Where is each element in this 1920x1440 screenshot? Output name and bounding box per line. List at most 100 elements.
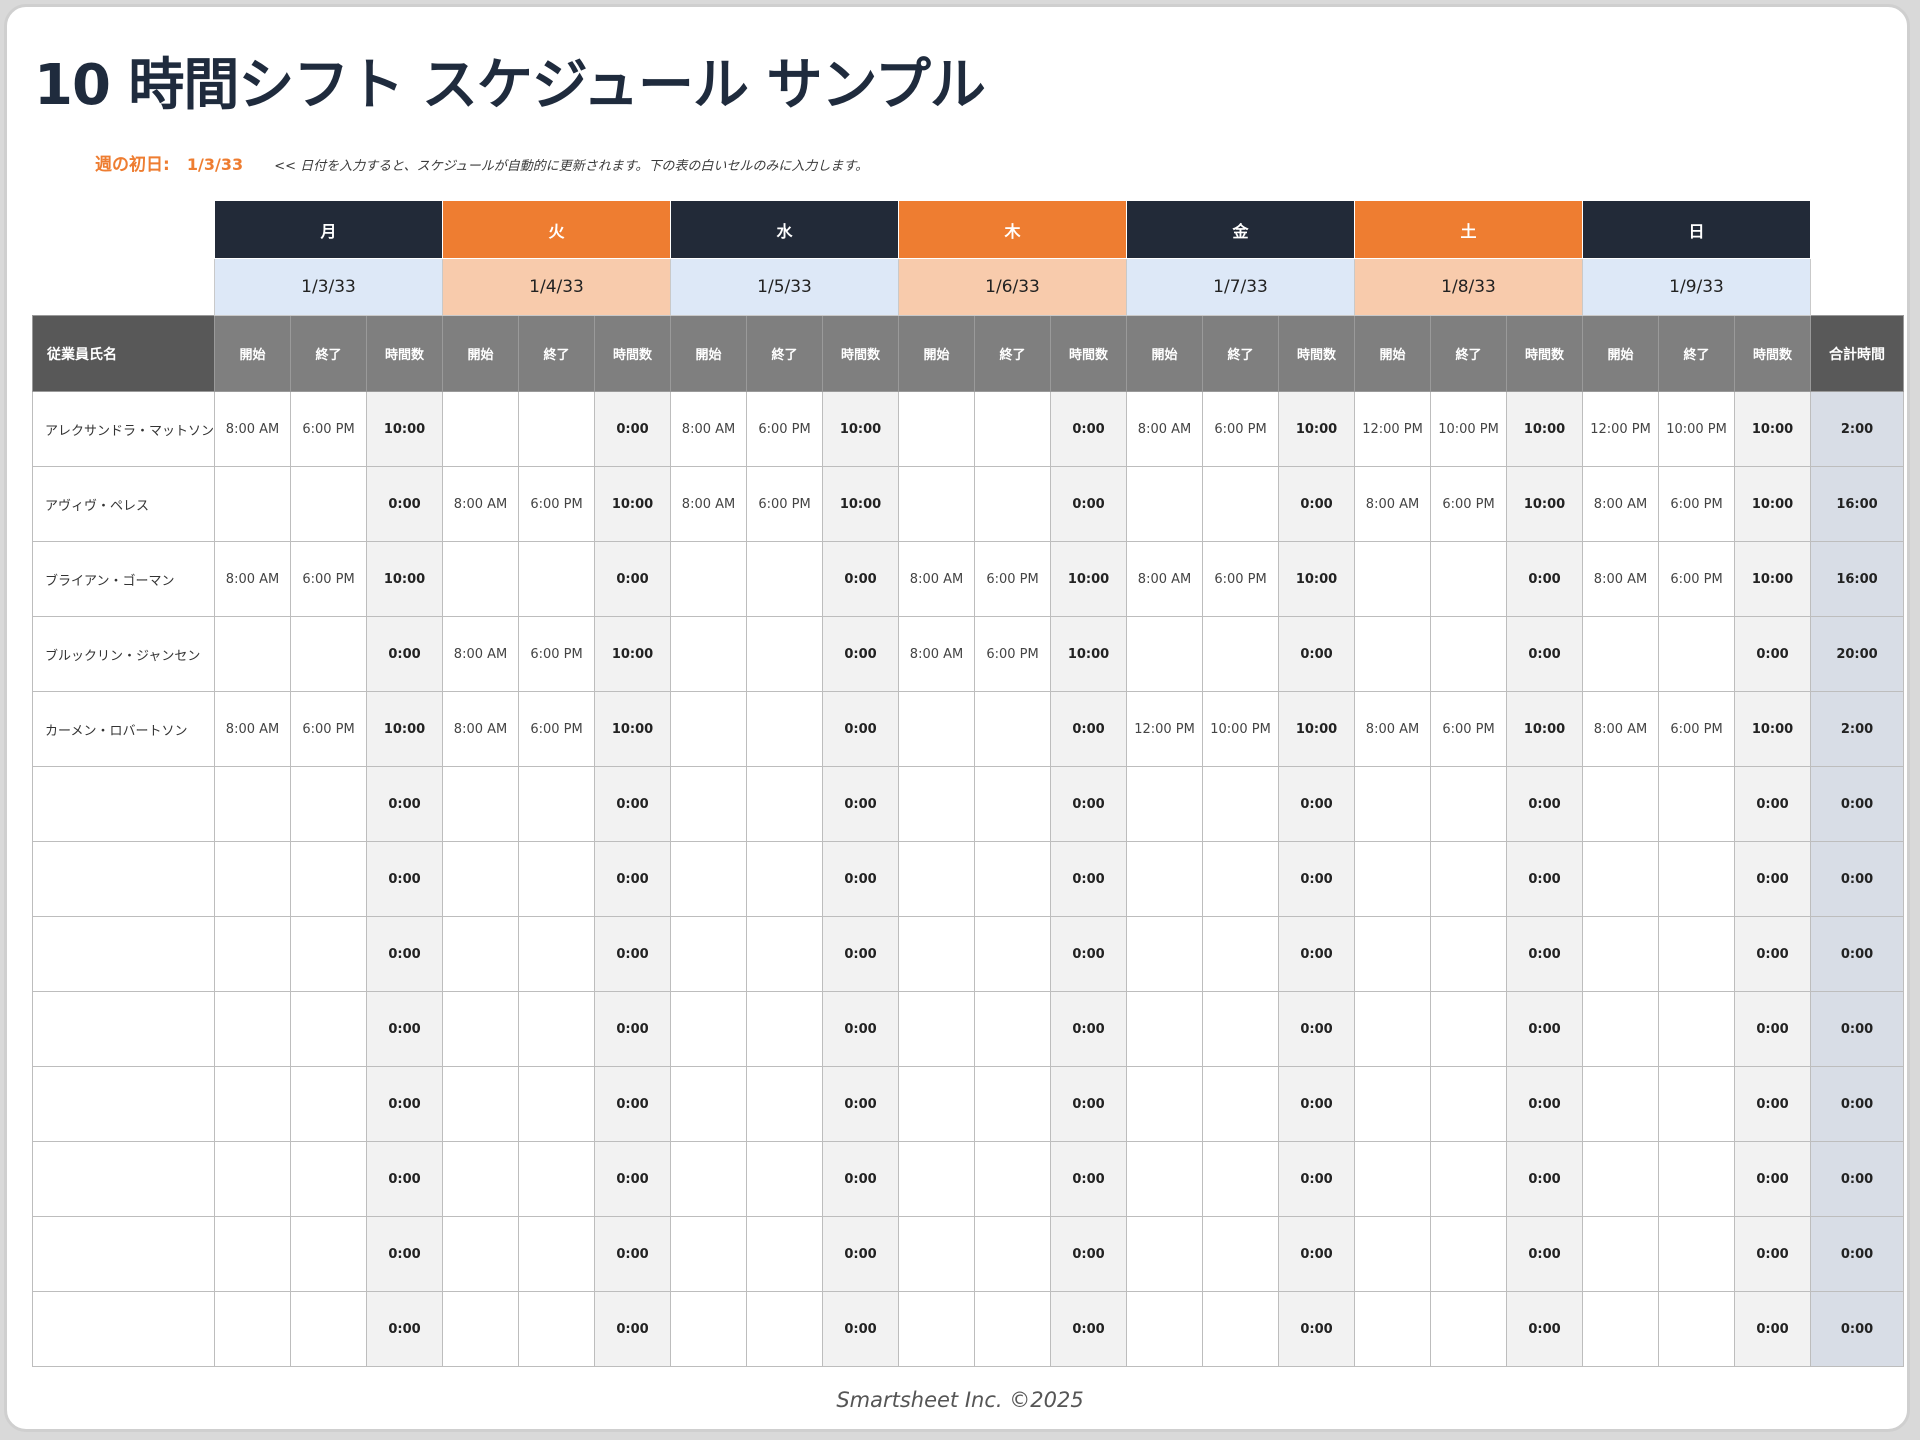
shift-start-cell[interactable]: 8:00 AM: [214, 541, 292, 617]
shift-start-cell[interactable]: [1126, 916, 1204, 992]
shift-end-cell[interactable]: [746, 541, 824, 617]
shift-end-cell[interactable]: [974, 1216, 1052, 1292]
shift-end-cell[interactable]: [290, 616, 368, 692]
shift-start-cell[interactable]: [1354, 1291, 1432, 1367]
shift-start-cell[interactable]: [898, 1141, 976, 1217]
shift-end-cell[interactable]: [1430, 766, 1508, 842]
employee-name-cell[interactable]: ブライアン・ゴーマン: [31, 541, 216, 617]
shift-start-cell[interactable]: [1126, 466, 1204, 542]
shift-start-cell[interactable]: [670, 916, 748, 992]
shift-end-cell[interactable]: [518, 766, 596, 842]
shift-start-cell[interactable]: [898, 391, 976, 467]
shift-start-cell[interactable]: [1126, 991, 1204, 1067]
employee-name-cell[interactable]: [31, 766, 216, 842]
shift-end-cell[interactable]: [974, 391, 1052, 467]
shift-start-cell[interactable]: 8:00 AM: [1126, 541, 1204, 617]
shift-start-cell[interactable]: [1126, 616, 1204, 692]
shift-end-cell[interactable]: [1430, 841, 1508, 917]
shift-end-cell[interactable]: [1658, 766, 1736, 842]
shift-start-cell[interactable]: [898, 991, 976, 1067]
shift-end-cell[interactable]: [974, 841, 1052, 917]
employee-name-cell[interactable]: [31, 916, 216, 992]
shift-start-cell[interactable]: [1354, 1066, 1432, 1142]
shift-end-cell[interactable]: [518, 391, 596, 467]
shift-end-cell[interactable]: [1202, 1291, 1280, 1367]
shift-start-cell[interactable]: [1354, 541, 1432, 617]
shift-start-cell[interactable]: 12:00 PM: [1354, 391, 1432, 467]
shift-end-cell[interactable]: [1658, 1216, 1736, 1292]
shift-start-cell[interactable]: [670, 1066, 748, 1142]
shift-start-cell[interactable]: [898, 841, 976, 917]
shift-end-cell[interactable]: [746, 1141, 824, 1217]
shift-start-cell[interactable]: [670, 1216, 748, 1292]
shift-end-cell[interactable]: [746, 766, 824, 842]
shift-start-cell[interactable]: [214, 466, 292, 542]
shift-end-cell[interactable]: [1430, 1141, 1508, 1217]
shift-end-cell[interactable]: [1658, 1291, 1736, 1367]
shift-end-cell[interactable]: [746, 916, 824, 992]
shift-end-cell[interactable]: [974, 1291, 1052, 1367]
shift-end-cell[interactable]: [1430, 616, 1508, 692]
shift-end-cell[interactable]: [518, 1141, 596, 1217]
shift-end-cell[interactable]: 6:00 PM: [1430, 466, 1508, 542]
employee-name-cell[interactable]: カーメン・ロバートソン: [31, 691, 216, 767]
employee-name-cell[interactable]: [31, 841, 216, 917]
shift-end-cell[interactable]: 6:00 PM: [518, 691, 596, 767]
shift-end-cell[interactable]: [974, 1066, 1052, 1142]
shift-end-cell[interactable]: 6:00 PM: [290, 391, 368, 467]
shift-start-cell[interactable]: [442, 1066, 520, 1142]
shift-start-cell[interactable]: [898, 466, 976, 542]
shift-start-cell[interactable]: [442, 766, 520, 842]
shift-end-cell[interactable]: [1430, 541, 1508, 617]
shift-start-cell[interactable]: [1354, 1216, 1432, 1292]
shift-end-cell[interactable]: [1202, 1066, 1280, 1142]
shift-start-cell[interactable]: [442, 916, 520, 992]
shift-end-cell[interactable]: [290, 916, 368, 992]
shift-end-cell[interactable]: 6:00 PM: [290, 541, 368, 617]
shift-end-cell[interactable]: 6:00 PM: [974, 541, 1052, 617]
shift-start-cell[interactable]: [442, 541, 520, 617]
shift-start-cell[interactable]: [1126, 841, 1204, 917]
employee-name-cell[interactable]: [31, 1066, 216, 1142]
employee-name-cell[interactable]: [31, 1216, 216, 1292]
shift-end-cell[interactable]: [746, 1066, 824, 1142]
shift-start-cell[interactable]: [1354, 916, 1432, 992]
shift-end-cell[interactable]: [290, 841, 368, 917]
shift-start-cell[interactable]: [1582, 766, 1660, 842]
shift-start-cell[interactable]: [1582, 1216, 1660, 1292]
shift-end-cell[interactable]: [290, 1141, 368, 1217]
shift-start-cell[interactable]: [442, 1216, 520, 1292]
shift-start-cell[interactable]: [670, 841, 748, 917]
shift-start-cell[interactable]: [442, 1141, 520, 1217]
shift-end-cell[interactable]: [974, 916, 1052, 992]
shift-start-cell[interactable]: [1126, 1141, 1204, 1217]
shift-start-cell[interactable]: [214, 841, 292, 917]
shift-start-cell[interactable]: [214, 916, 292, 992]
shift-start-cell[interactable]: [1126, 1291, 1204, 1367]
shift-end-cell[interactable]: [1430, 1216, 1508, 1292]
shift-end-cell[interactable]: [290, 1066, 368, 1142]
shift-end-cell[interactable]: [746, 991, 824, 1067]
shift-start-cell[interactable]: [898, 766, 976, 842]
employee-name-cell[interactable]: アヴィヴ・ペレス: [31, 466, 216, 542]
employee-name-cell[interactable]: [31, 1141, 216, 1217]
shift-end-cell[interactable]: 6:00 PM: [974, 616, 1052, 692]
shift-start-cell[interactable]: [1582, 1291, 1660, 1367]
shift-start-cell[interactable]: [214, 1066, 292, 1142]
shift-start-cell[interactable]: [442, 1291, 520, 1367]
shift-start-cell[interactable]: [1582, 1066, 1660, 1142]
employee-name-cell[interactable]: [31, 991, 216, 1067]
shift-start-cell[interactable]: 12:00 PM: [1126, 691, 1204, 767]
shift-start-cell[interactable]: [1582, 1141, 1660, 1217]
shift-end-cell[interactable]: [518, 991, 596, 1067]
week-start-date-input[interactable]: 1/3/33: [186, 155, 244, 174]
shift-start-cell[interactable]: [214, 616, 292, 692]
shift-end-cell[interactable]: 6:00 PM: [1658, 466, 1736, 542]
shift-end-cell[interactable]: 6:00 PM: [518, 466, 596, 542]
shift-end-cell[interactable]: [1658, 1141, 1736, 1217]
shift-start-cell[interactable]: [1354, 616, 1432, 692]
shift-start-cell[interactable]: 8:00 AM: [214, 691, 292, 767]
shift-end-cell[interactable]: [518, 916, 596, 992]
employee-name-cell[interactable]: [31, 1291, 216, 1367]
shift-start-cell[interactable]: [670, 691, 748, 767]
